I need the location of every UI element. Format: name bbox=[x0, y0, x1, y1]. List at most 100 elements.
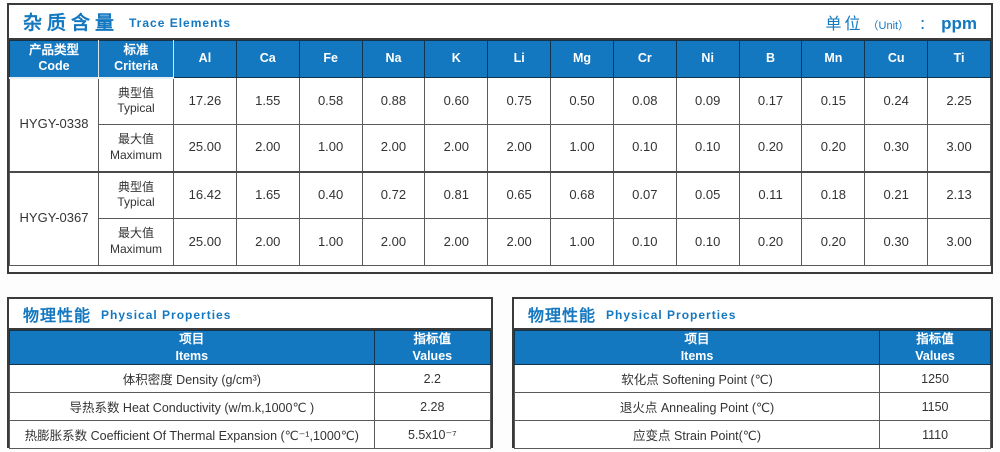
criteria-typical-label: 典型值 Typical bbox=[98, 170, 174, 219]
header-product-code: 产品类型 Code bbox=[9, 40, 99, 79]
value-cell: 25.00 bbox=[173, 124, 237, 172]
product-code-0338: HYGY-0338 bbox=[9, 77, 99, 172]
header-element-mg: Mg bbox=[550, 40, 614, 78]
physical-right-titlebar: 物理性能 Physical Properties bbox=[514, 299, 991, 330]
value-cell: 2.00 bbox=[235, 218, 300, 266]
table-row-0338-maximum: 最大值 Maximum 25.00 2.00 1.00 2.00 2.00 2.… bbox=[10, 124, 991, 172]
header-values: 指标值 Values bbox=[373, 330, 492, 365]
header-element-b: B bbox=[738, 40, 803, 78]
value-cell: 0.81 bbox=[424, 170, 489, 219]
criteria-maximum-label: 最大值 Maximum bbox=[98, 218, 174, 266]
header-values: 指标值 Values bbox=[879, 330, 991, 365]
value-cell: 0.21 bbox=[864, 170, 929, 219]
value-cell: 1.00 bbox=[550, 124, 614, 172]
value-cell: 0.10 bbox=[675, 124, 740, 172]
physical-properties-right-table: 项目 Items 指标值 Values 软化点 Softening Point … bbox=[513, 330, 991, 449]
trace-header-row: 产品类型 Code 标准 Criteria Al Ca Fe Na K Li M… bbox=[9, 40, 991, 79]
value-cell: 2.00 bbox=[235, 124, 300, 172]
criteria-typical-label: 典型值 Typical bbox=[98, 77, 174, 125]
item-cell: 退火点 Annealing Point (℃) bbox=[513, 392, 881, 421]
unit-label-zh: 单位 bbox=[825, 15, 864, 33]
value-cell: 0.07 bbox=[612, 170, 677, 219]
header-criteria: 标准 Criteria bbox=[98, 40, 174, 79]
value-cell: 1110 bbox=[879, 420, 991, 449]
physical-left-title-zh: 物理性能 bbox=[23, 307, 92, 325]
item-cell: 导热系数 Heat Conductivity (w/m.k,1000℃ ) bbox=[9, 392, 375, 421]
value-cell: 1.00 bbox=[550, 218, 614, 266]
value-cell: 3.00 bbox=[927, 218, 991, 266]
value-cell: 0.10 bbox=[612, 124, 677, 172]
value-cell: 2.00 bbox=[424, 218, 489, 266]
value-cell: 2.00 bbox=[424, 124, 489, 172]
value-cell: 0.09 bbox=[675, 77, 740, 125]
header-items: 项目 Items bbox=[9, 330, 375, 365]
physical-properties-left-panel: 物理性能 Physical Properties 项目 Items 指标值 Va… bbox=[7, 297, 493, 449]
value-cell: 1250 bbox=[879, 364, 991, 393]
physical-right-title-en: Physical Properties bbox=[606, 308, 737, 322]
value-cell: 0.10 bbox=[675, 218, 740, 266]
value-cell: 1150 bbox=[879, 392, 991, 421]
physical-properties-left-table: 项目 Items 指标值 Values 体积密度 Density (g/cm³)… bbox=[9, 330, 492, 449]
value-cell: 0.24 bbox=[864, 77, 929, 125]
product-code-0367: HYGY-0367 bbox=[9, 170, 99, 266]
value-cell: 0.75 bbox=[487, 77, 552, 125]
value-cell: 0.15 bbox=[801, 77, 866, 125]
physical-left-titlebar: 物理性能 Physical Properties bbox=[9, 299, 491, 330]
item-cell: 软化点 Softening Point (℃) bbox=[513, 364, 881, 393]
value-cell: 17.26 bbox=[173, 77, 237, 125]
trace-elements-panel: 杂质含量 Trace Elements 单位 （Unit） ： ppm 产品类型… bbox=[7, 3, 993, 274]
value-cell: 0.20 bbox=[801, 218, 866, 266]
trace-elements-table: 产品类型 Code 标准 Criteria Al Ca Fe Na K Li M… bbox=[9, 40, 991, 266]
value-cell: 0.58 bbox=[298, 77, 363, 125]
table-row-0367-maximum: 最大值 Maximum 25.00 2.00 1.00 2.00 2.00 2.… bbox=[10, 218, 991, 266]
value-cell: 0.68 bbox=[550, 170, 614, 219]
value-cell: 0.20 bbox=[738, 124, 803, 172]
value-cell: 0.20 bbox=[738, 218, 803, 266]
value-cell: 0.40 bbox=[298, 170, 363, 219]
value-cell: 0.72 bbox=[361, 170, 426, 219]
value-cell: 0.50 bbox=[550, 77, 614, 125]
value-cell: 2.00 bbox=[487, 218, 552, 266]
criteria-maximum-label: 最大值 Maximum bbox=[98, 124, 174, 172]
trace-title-zh: 杂质含量 bbox=[23, 13, 120, 34]
value-cell: 0.17 bbox=[738, 77, 803, 125]
unit-value: ppm bbox=[941, 13, 977, 33]
table-row-0367-typical: HYGY-0367 典型值 Typical 16.42 1.65 0.40 0.… bbox=[9, 170, 991, 266]
header-element-fe: Fe bbox=[298, 40, 363, 78]
header-element-al: Al bbox=[173, 40, 237, 78]
value-cell: 1.65 bbox=[235, 170, 300, 219]
value-cell: 1.55 bbox=[235, 77, 300, 125]
table-row-0338-typical: HYGY-0338 典型值 Typical 17.26 1.55 0.58 0.… bbox=[9, 77, 991, 172]
table-row-softening-point: 软化点 Softening Point (℃) 1250 bbox=[513, 364, 991, 393]
item-cell: 热膨胀系数 Coefficient Of Thermal Expansion (… bbox=[9, 420, 375, 449]
header-element-mn: Mn bbox=[801, 40, 866, 78]
unit-label: 单位 （Unit） ： ppm bbox=[826, 10, 977, 34]
unit-colon: ： bbox=[919, 15, 934, 32]
table-row-density: 体积密度 Density (g/cm³) 2.2 bbox=[9, 364, 492, 393]
value-cell: 0.10 bbox=[612, 218, 677, 266]
value-cell: 2.2 bbox=[373, 364, 492, 393]
value-cell: 2.00 bbox=[361, 124, 426, 172]
table-row-thermal-expansion: 热膨胀系数 Coefficient Of Thermal Expansion (… bbox=[9, 420, 492, 449]
header-element-k: K bbox=[424, 40, 489, 78]
table-row-annealing-point: 退火点 Annealing Point (℃) 1150 bbox=[513, 392, 991, 421]
value-cell: 16.42 bbox=[173, 170, 237, 219]
value-cell: 0.20 bbox=[801, 124, 866, 172]
value-cell: 0.05 bbox=[675, 170, 740, 219]
value-cell: 0.18 bbox=[801, 170, 866, 219]
value-cell: 3.00 bbox=[927, 124, 991, 172]
physical-left-title-en: Physical Properties bbox=[101, 308, 232, 322]
value-cell: 0.65 bbox=[487, 170, 552, 219]
value-cell: 0.30 bbox=[864, 124, 929, 172]
value-cell: 2.13 bbox=[927, 170, 991, 219]
physical-right-header-row: 项目 Items 指标值 Values bbox=[513, 330, 991, 365]
physical-right-title-zh: 物理性能 bbox=[528, 307, 597, 325]
value-cell: 2.00 bbox=[361, 218, 426, 266]
value-cell: 0.30 bbox=[864, 218, 929, 266]
value-cell: 2.28 bbox=[373, 392, 492, 421]
table-row-heat-conductivity: 导热系数 Heat Conductivity (w/m.k,1000℃ ) 2.… bbox=[9, 392, 492, 421]
header-element-ni: Ni bbox=[675, 40, 740, 78]
physical-properties-right-panel: 物理性能 Physical Properties 项目 Items 指标值 Va… bbox=[512, 297, 993, 449]
value-cell: 0.88 bbox=[361, 77, 426, 125]
physical-left-header-row: 项目 Items 指标值 Values bbox=[9, 330, 492, 365]
